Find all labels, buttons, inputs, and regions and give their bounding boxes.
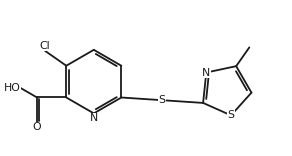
- Text: S: S: [227, 110, 234, 120]
- Text: N: N: [202, 68, 211, 78]
- Text: N: N: [90, 113, 98, 123]
- Text: O: O: [33, 122, 41, 132]
- Text: Cl: Cl: [40, 41, 50, 51]
- Text: S: S: [159, 95, 166, 105]
- Text: HO: HO: [4, 83, 20, 93]
